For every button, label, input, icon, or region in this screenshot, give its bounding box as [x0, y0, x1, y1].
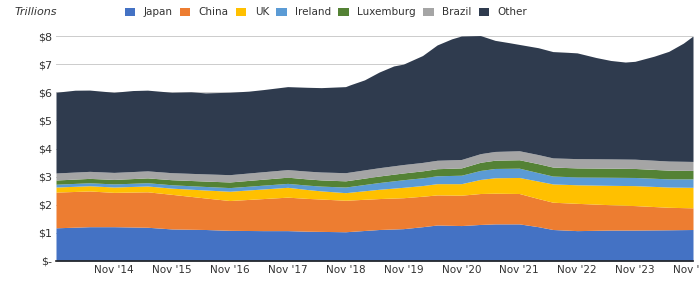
- Legend: Japan, China, UK, Ireland, Luxemburg, Brazil, Other: Japan, China, UK, Ireland, Luxemburg, Br…: [125, 8, 527, 17]
- Text: Trillions: Trillions: [15, 7, 57, 17]
